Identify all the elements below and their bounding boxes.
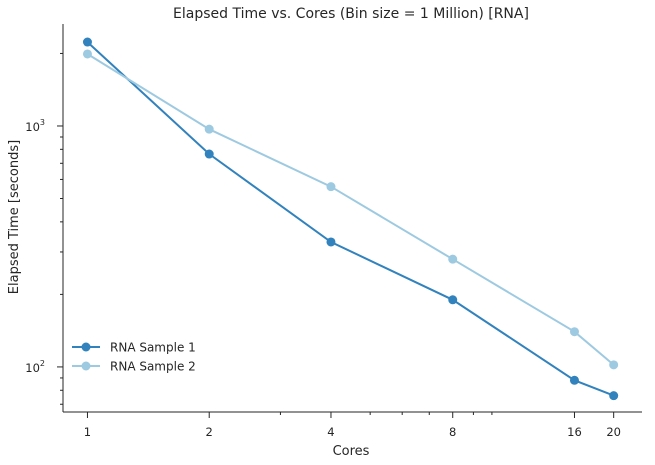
data-point	[326, 182, 336, 192]
data-point	[448, 295, 458, 305]
y-tick-label: 103	[25, 118, 45, 134]
data-point	[204, 124, 214, 134]
series-1	[82, 37, 619, 401]
legend-label: RNA Sample 1	[110, 341, 196, 355]
y-axis-label: Elapsed Time [seconds]	[7, 140, 22, 294]
data-point	[326, 237, 336, 247]
y-tick-label: 102	[25, 359, 45, 375]
data-point	[82, 37, 92, 47]
legend-marker	[81, 342, 91, 352]
data-point	[569, 327, 579, 337]
axis-ticks: 1 2 4 8 16 20 102 103	[25, 52, 621, 439]
legend-item-1: RNA Sample 1	[72, 341, 196, 355]
series-2	[82, 49, 619, 370]
legend-label: RNA Sample 2	[110, 360, 196, 374]
x-tick-label: 2	[206, 425, 213, 439]
series-line	[86, 41, 615, 397]
data-point	[609, 391, 619, 401]
legend-marker	[81, 361, 91, 371]
data-point	[569, 375, 579, 385]
series-layer	[82, 37, 619, 401]
x-tick-label: 16	[567, 425, 582, 439]
x-tick-label: 4	[327, 425, 334, 439]
data-point	[448, 254, 458, 264]
series-line	[86, 53, 615, 366]
legend: RNA Sample 1 RNA Sample 2	[72, 341, 196, 374]
x-tick-label: 20	[606, 425, 621, 439]
x-tick-label: 8	[449, 425, 456, 439]
data-point	[204, 149, 214, 159]
data-point	[82, 49, 92, 59]
data-point	[609, 360, 619, 370]
chart-title: Elapsed Time vs. Cores (Bin size = 1 Mil…	[173, 6, 529, 22]
x-axis-label: Cores	[333, 444, 370, 459]
legend-item-2: RNA Sample 2	[72, 360, 196, 374]
x-tick-label: 1	[84, 425, 91, 439]
